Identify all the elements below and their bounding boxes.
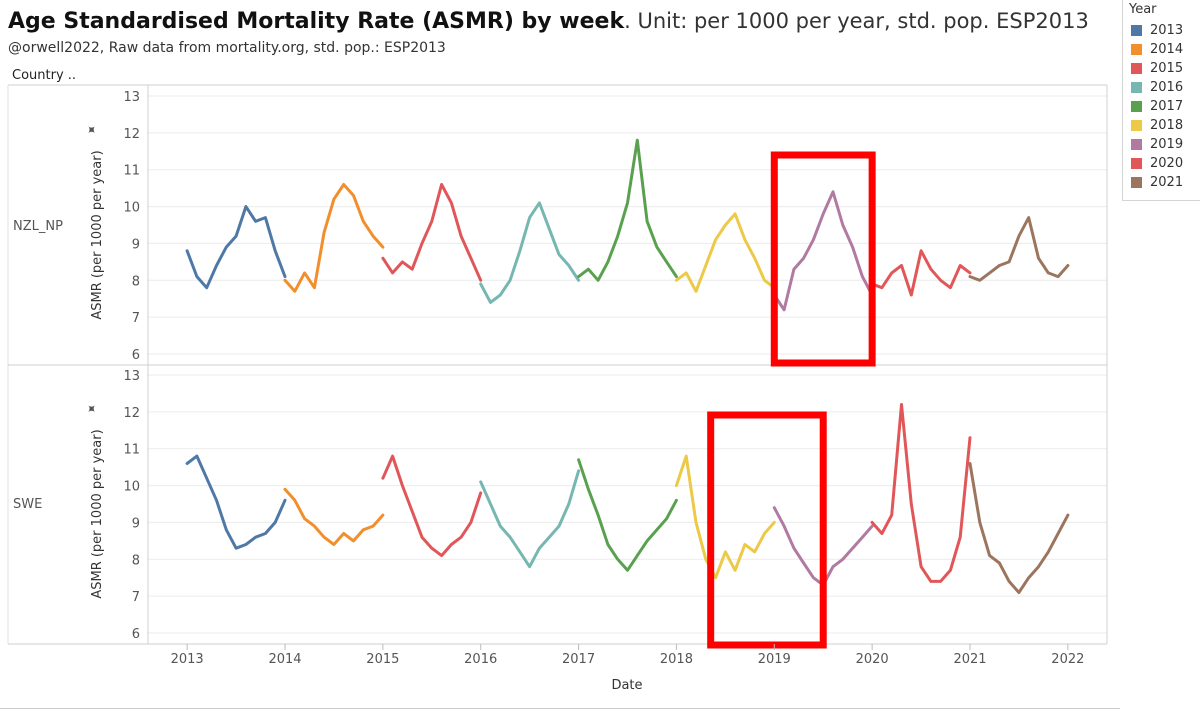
year-legend: Year 2013 2014 2015 2016 2017 2018 2019 2020 202… bbox=[1122, 0, 1200, 201]
series-line-2014 bbox=[283, 487, 385, 546]
series-line-2014 bbox=[283, 183, 385, 293]
series-line-2017 bbox=[577, 458, 678, 572]
x-axis-title: Date bbox=[611, 678, 642, 693]
x-tick-label: 2018 bbox=[660, 652, 693, 667]
x-tick-label: 2016 bbox=[464, 652, 497, 667]
series-line-2015 bbox=[381, 183, 483, 282]
y-tick-label: 13 bbox=[123, 90, 140, 105]
x-tick-label: 2022 bbox=[1051, 652, 1084, 667]
legend-label: 2020 bbox=[1150, 156, 1184, 171]
y-tick-label: 8 bbox=[132, 553, 140, 568]
legend-swatch bbox=[1131, 25, 1142, 36]
y-tick-label: 6 bbox=[132, 627, 140, 642]
legend-label: 2014 bbox=[1150, 42, 1184, 57]
legend-item-2016[interactable]: 2016 bbox=[1123, 78, 1200, 97]
chart-title-main: Age Standardised Mortality Rate (ASMR) b… bbox=[8, 9, 625, 34]
series-line-2015 bbox=[381, 454, 483, 558]
x-tick-label: 2019 bbox=[758, 652, 791, 667]
y-tick-label: 13 bbox=[123, 369, 140, 384]
row-label-country: SWE bbox=[13, 497, 42, 512]
legend-swatch bbox=[1131, 101, 1142, 112]
bottom-rule bbox=[0, 708, 1120, 709]
legend-item-2020[interactable]: 2020 bbox=[1123, 154, 1200, 173]
legend-label: 2016 bbox=[1150, 80, 1184, 95]
y-axis-title: ASMR (per 1000 per year) bbox=[90, 429, 105, 598]
legend-label: 2015 bbox=[1150, 61, 1184, 76]
series-line-2021 bbox=[968, 216, 1070, 282]
series-line-2013 bbox=[185, 454, 287, 550]
pin-icon: ✦ bbox=[83, 121, 101, 139]
legend-item-2017[interactable]: 2017 bbox=[1123, 97, 1200, 116]
series-line-2016 bbox=[479, 469, 581, 569]
legend-swatch bbox=[1131, 63, 1142, 74]
x-tick-label: 2015 bbox=[366, 652, 399, 667]
chart-subtitle: @orwell2022, Raw data from mortality.org… bbox=[8, 40, 446, 56]
y-tick-label: 11 bbox=[123, 443, 140, 458]
legend-item-2015[interactable]: 2015 bbox=[1123, 59, 1200, 78]
y-tick-label: 7 bbox=[132, 590, 140, 605]
y-tick-label: 6 bbox=[132, 348, 140, 363]
series-line-2016 bbox=[479, 201, 581, 304]
series-line-2018 bbox=[674, 454, 776, 580]
y-tick-label: 10 bbox=[123, 201, 140, 216]
panel-nzl-np: 6 7 8 9 10 11 12 13 NZL_NP ASMR (per 1000 per yea… bbox=[8, 85, 1108, 367]
legend-label: 2019 bbox=[1150, 137, 1184, 152]
y-tick-label: 12 bbox=[123, 127, 140, 142]
legend-label: 2018 bbox=[1150, 118, 1184, 133]
x-tick-label: 2020 bbox=[856, 652, 889, 667]
legend-swatch bbox=[1131, 139, 1142, 150]
y-axis-title: ASMR (per 1000 per year) bbox=[90, 150, 105, 319]
legend-item-2021[interactable]: 2021 bbox=[1123, 173, 1200, 192]
x-tick-label: 2013 bbox=[171, 652, 204, 667]
row-header-country[interactable]: Country .. bbox=[12, 68, 77, 83]
chart-title: Age Standardised Mortality Rate (ASMR) b… bbox=[8, 6, 1089, 37]
legend-label: 2017 bbox=[1150, 99, 1184, 114]
legend-item-2014[interactable]: 2014 bbox=[1123, 40, 1200, 59]
y-tick-label: 12 bbox=[123, 406, 140, 421]
legend-label: 2021 bbox=[1150, 175, 1184, 190]
series-line-2020 bbox=[870, 249, 972, 297]
legend-swatch bbox=[1131, 120, 1142, 131]
legend-item-2018[interactable]: 2018 bbox=[1123, 116, 1200, 135]
legend-swatch bbox=[1131, 177, 1142, 188]
pin-icon: ✦ bbox=[83, 400, 101, 418]
panel-swe: 6 7 8 9 10 11 12 13 SWE ASMR (per 1000 per year) ✦ bbox=[13, 365, 1108, 649]
highlight-box bbox=[707, 411, 827, 649]
series-line-2013 bbox=[185, 205, 287, 290]
series-line-2020 bbox=[870, 403, 972, 583]
y-tick-label: 11 bbox=[123, 164, 140, 179]
legend-item-2019[interactable]: 2019 bbox=[1123, 135, 1200, 154]
highlight-box bbox=[770, 151, 876, 367]
y-tick-label: 10 bbox=[123, 480, 140, 495]
series-line-2019 bbox=[772, 190, 874, 312]
chart-canvas: 6 7 8 9 10 11 12 13 NZL_NP ASMR (per 1000 per yea… bbox=[7, 84, 1108, 693]
legend-swatch bbox=[1131, 82, 1142, 93]
series-line-2017 bbox=[577, 138, 678, 282]
legend-label: 2013 bbox=[1150, 23, 1184, 38]
legend-swatch bbox=[1131, 44, 1142, 55]
series-line-2021 bbox=[968, 462, 1070, 594]
row-label-country: NZL_NP bbox=[13, 219, 63, 234]
legend-item-2013[interactable]: 2013 bbox=[1123, 21, 1200, 40]
series-line-2018 bbox=[674, 212, 776, 293]
y-tick-label: 7 bbox=[132, 311, 140, 326]
x-tick-label: 2021 bbox=[953, 652, 986, 667]
y-tick-label: 9 bbox=[132, 516, 140, 531]
chart-title-unit: . Unit: per 1000 per year, std. pop. ESP… bbox=[624, 9, 1089, 33]
legend-title: Year bbox=[1129, 2, 1157, 17]
y-tick-label: 9 bbox=[132, 237, 140, 252]
legend-swatch bbox=[1131, 158, 1142, 169]
x-tick-label: 2017 bbox=[562, 652, 595, 667]
x-tick-label: 2014 bbox=[268, 652, 301, 667]
y-tick-label: 8 bbox=[132, 274, 140, 289]
